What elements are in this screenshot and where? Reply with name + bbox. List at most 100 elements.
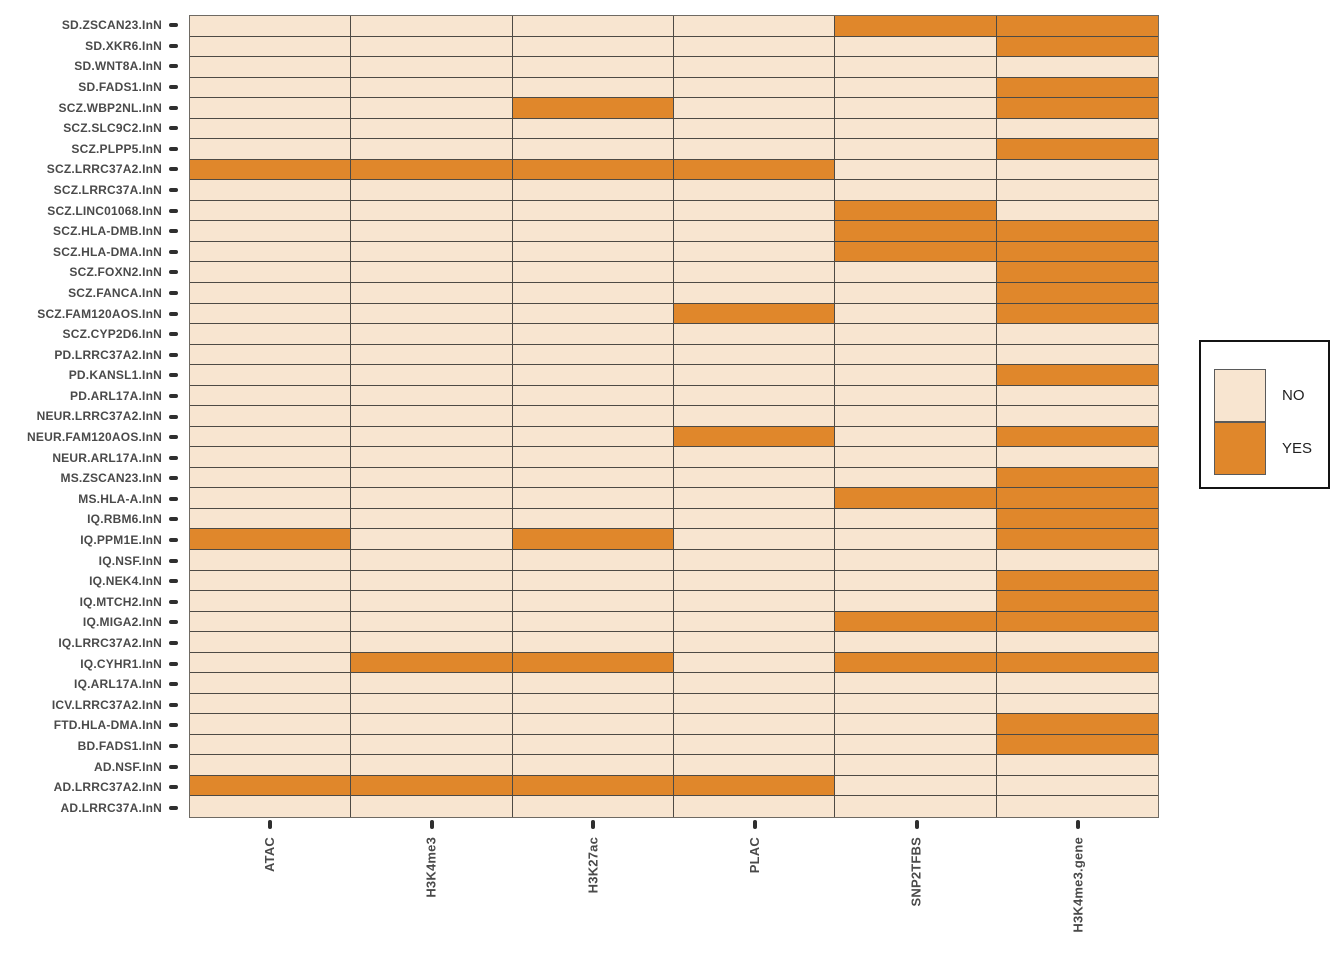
heatmap-cell-FTD.HLA-DMA.InN-H3K27ac bbox=[512, 714, 674, 735]
heatmap-cell-PD.KANSL1.InN-ATAC bbox=[190, 365, 352, 386]
heatmap-cell-PD.KANSL1.InN-SNP2TFBS bbox=[835, 365, 997, 386]
heatmap-cell-IQ.ARL17A.InN-ATAC bbox=[190, 673, 352, 694]
heatmap-cell-SCZ.FAM120AOS.InN-ATAC bbox=[190, 303, 352, 325]
heatmap-grid bbox=[189, 15, 1159, 818]
y-axis-label-MS.ZSCAN23.InN: MS.ZSCAN23.InN bbox=[60, 471, 162, 486]
heatmap-cell-NEUR.LRRC37A2.InN-H3K27ac bbox=[512, 406, 674, 427]
heatmap-cell-PD.LRRC37A2.InN-ATAC bbox=[190, 344, 352, 366]
heatmap-cell-AD.NSF.InN-PLAC bbox=[673, 755, 836, 776]
y-axis-label-ICV.LRRC37A2.InN: ICV.LRRC37A2.InN bbox=[51, 697, 162, 712]
heatmap-cell-SCZ.LRRC37A2.InN-H3K4me3 bbox=[351, 159, 513, 181]
x-axis-tick bbox=[591, 820, 596, 829]
heatmap-cell-SCZ.LINC01068.InN-H3K27ac bbox=[512, 200, 674, 222]
heatmap-cell-SCZ.HLA-DMB.InN-H3K4me3 bbox=[351, 221, 513, 242]
heatmap-cell-FTD.HLA-DMA.InN-ATAC bbox=[190, 714, 352, 735]
heatmap-cell-SCZ.SLC9C2.InN-ATAC bbox=[190, 118, 352, 140]
heatmap-cell-IQ.LRRC37A2.InN-H3K4me3 bbox=[351, 632, 513, 653]
heatmap-cell-SCZ.HLA-DMA.InN-H3K4me3 bbox=[351, 241, 513, 263]
y-axis-tick bbox=[169, 352, 178, 357]
heatmap-cell-AD.LRRC37A.InN-H3K27ac bbox=[512, 796, 674, 817]
heatmap-cell-SCZ.LRRC37A2.InN-SNP2TFBS bbox=[835, 159, 997, 181]
heatmap-cell-AD.LRRC37A.InN-PLAC bbox=[673, 796, 836, 817]
heatmap-cell-SCZ.FAM120AOS.InN-H3K27ac bbox=[512, 303, 674, 325]
heatmap-cell-IQ.CYHR1.InN-H3K27ac bbox=[512, 652, 674, 674]
heatmap-cell-PD.KANSL1.InN-H3K27ac bbox=[512, 365, 674, 386]
heatmap-cell-SCZ.LRRC37A.InN-SNP2TFBS bbox=[835, 180, 997, 201]
heatmap-cell-SD.FADS1.InN-ATAC bbox=[190, 77, 352, 99]
y-axis-label-SD.XKR6.InN: SD.XKR6.InN bbox=[85, 38, 162, 53]
heatmap-cell-IQ.MTCH2.InN-H3K4me3.gene bbox=[996, 591, 1158, 612]
heatmap-cell-SCZ.LRRC37A.InN-H3K4me3.gene bbox=[996, 180, 1158, 201]
legend-swatch-yes bbox=[1214, 422, 1266, 475]
heatmap-cell-SCZ.LRRC37A.InN-H3K4me3 bbox=[351, 180, 513, 201]
y-axis-tick bbox=[169, 64, 178, 69]
heatmap-cell-SCZ.HLA-DMA.InN-H3K27ac bbox=[512, 241, 674, 263]
heatmap-cell-MS.ZSCAN23.InN-ATAC bbox=[190, 467, 352, 489]
y-axis-label-SCZ.FANCA.InN: SCZ.FANCA.InN bbox=[68, 285, 162, 300]
heatmap-cell-AD.NSF.InN-H3K4me3 bbox=[351, 755, 513, 776]
y-axis-tick bbox=[169, 805, 178, 810]
y-axis-tick bbox=[169, 764, 178, 769]
heatmap-cell-MS.ZSCAN23.InN-H3K27ac bbox=[512, 467, 674, 489]
heatmap-cell-IQ.RBM6.InN-H3K4me3.gene bbox=[996, 508, 1158, 530]
x-axis: ATAC H3K4me3 H3K27ac PLAC SNP2TFBS H3K4me3.ge… bbox=[189, 818, 1159, 960]
heatmap-cell-NEUR.FAM120AOS.InN-H3K27ac bbox=[512, 426, 674, 448]
heatmap-cell-SCZ.PLPP5.InN-H3K4me3 bbox=[351, 139, 513, 160]
heatmap-cell-IQ.NEK4.InN-H3K27ac bbox=[512, 570, 674, 592]
y-axis: SD.ZSCAN23.InN SD.XKR6.InN SD.WNT8A.InN SD.… bbox=[0, 15, 189, 818]
heatmap-cell-BD.FADS1.InN-SNP2TFBS bbox=[835, 734, 997, 756]
heatmap-cell-SCZ.LRRC37A2.InN-H3K27ac bbox=[512, 159, 674, 181]
heatmap-cell-PD.ARL17A.InN-ATAC bbox=[190, 385, 352, 407]
heatmap-cell-SCZ.WBP2NL.InN-PLAC bbox=[673, 98, 836, 119]
y-axis-tick bbox=[169, 496, 178, 501]
heatmap-cell-SCZ.PLPP5.InN-ATAC bbox=[190, 139, 352, 160]
heatmap-cell-SCZ.SLC9C2.InN-H3K4me3 bbox=[351, 118, 513, 140]
heatmap-cell-PD.ARL17A.InN-SNP2TFBS bbox=[835, 385, 997, 407]
heatmap-cell-SCZ.FANCA.InN-H3K4me3.gene bbox=[996, 283, 1158, 304]
heatmap-cell-IQ.PPM1E.InN-ATAC bbox=[190, 529, 352, 550]
y-axis-label-IQ.PPM1E.InN: IQ.PPM1E.InN bbox=[80, 533, 162, 548]
heatmap-cell-AD.NSF.InN-H3K4me3.gene bbox=[996, 755, 1158, 776]
heatmap-cell-ICV.LRRC37A2.InN-H3K4me3 bbox=[351, 693, 513, 715]
heatmap-cell-SD.XKR6.InN-H3K4me3.gene bbox=[996, 36, 1158, 58]
y-axis-tick bbox=[169, 517, 178, 522]
heatmap-cell-SCZ.WBP2NL.InN-H3K4me3 bbox=[351, 98, 513, 119]
y-axis-tick bbox=[169, 743, 178, 748]
heatmap-cell-FTD.HLA-DMA.InN-H3K4me3 bbox=[351, 714, 513, 735]
heatmap-cell-MS.HLA-A.InN-H3K4me3 bbox=[351, 488, 513, 509]
y-axis-label-SCZ.LRRC37A2.InN: SCZ.LRRC37A2.InN bbox=[46, 162, 162, 177]
heatmap-cell-SD.XKR6.InN-H3K27ac bbox=[512, 36, 674, 58]
heatmap-cell-PD.ARL17A.InN-PLAC bbox=[673, 385, 836, 407]
y-axis-label-NEUR.FAM120AOS.InN: NEUR.FAM120AOS.InN bbox=[27, 430, 162, 445]
heatmap-cell-SCZ.LRRC37A.InN-H3K27ac bbox=[512, 180, 674, 201]
heatmap-cell-PD.KANSL1.InN-H3K4me3 bbox=[351, 365, 513, 386]
y-axis-label-SCZ.CYP2D6.InN: SCZ.CYP2D6.InN bbox=[62, 327, 162, 342]
y-axis-label-SCZ.HLA-DMA.InN: SCZ.HLA-DMA.InN bbox=[53, 244, 162, 259]
heatmap-cell-SCZ.LRRC37A.InN-ATAC bbox=[190, 180, 352, 201]
heatmap-cell-AD.LRRC37A2.InN-ATAC bbox=[190, 775, 352, 797]
heatmap-cell-SCZ.LRRC37A.InN-PLAC bbox=[673, 180, 836, 201]
heatmap-cell-IQ.LRRC37A2.InN-H3K4me3.gene bbox=[996, 632, 1158, 653]
heatmap-cell-NEUR.FAM120AOS.InN-ATAC bbox=[190, 426, 352, 448]
heatmap-cell-IQ.CYHR1.InN-ATAC bbox=[190, 652, 352, 674]
heatmap-cell-AD.LRRC37A2.InN-SNP2TFBS bbox=[835, 775, 997, 797]
y-axis-label-SCZ.FOXN2.InN: SCZ.FOXN2.InN bbox=[69, 265, 162, 280]
y-axis-label-SD.ZSCAN23.InN: SD.ZSCAN23.InN bbox=[61, 18, 162, 33]
heatmap-cell-SCZ.WBP2NL.InN-H3K27ac bbox=[512, 98, 674, 119]
heatmap-cell-SCZ.SLC9C2.InN-PLAC bbox=[673, 118, 836, 140]
heatmap-cell-PD.ARL17A.InN-H3K4me3 bbox=[351, 385, 513, 407]
heatmap-cell-IQ.LRRC37A2.InN-PLAC bbox=[673, 632, 836, 653]
y-axis-label-MS.HLA-A.InN: MS.HLA-A.InN bbox=[78, 491, 162, 506]
heatmap-cell-IQ.CYHR1.InN-SNP2TFBS bbox=[835, 652, 997, 674]
heatmap-cell-IQ.MTCH2.InN-PLAC bbox=[673, 591, 836, 612]
y-axis-tick bbox=[169, 599, 178, 604]
heatmap-cell-SCZ.FANCA.InN-ATAC bbox=[190, 283, 352, 304]
heatmap-cell-NEUR.LRRC37A2.InN-PLAC bbox=[673, 406, 836, 427]
legend-swatch-no bbox=[1214, 369, 1266, 422]
heatmap-cell-IQ.LRRC37A2.InN-SNP2TFBS bbox=[835, 632, 997, 653]
heatmap-cell-PD.ARL17A.InN-H3K4me3.gene bbox=[996, 385, 1158, 407]
heatmap-cell-SD.XKR6.InN-ATAC bbox=[190, 36, 352, 58]
heatmap-cell-ICV.LRRC37A2.InN-SNP2TFBS bbox=[835, 693, 997, 715]
heatmap-cell-NEUR.ARL17A.InN-ATAC bbox=[190, 447, 352, 468]
